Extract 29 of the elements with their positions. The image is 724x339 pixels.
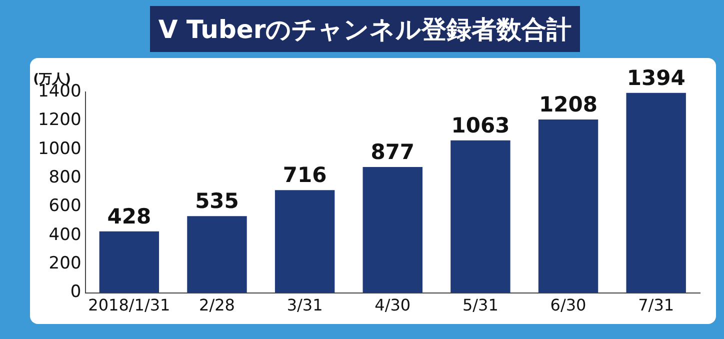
data-label: 1063 (451, 113, 510, 138)
y-tick-label: 800 (48, 167, 82, 188)
x-tick-label: 7/31 (638, 296, 674, 315)
data-label: 1208 (539, 92, 598, 116)
y-tick-label: 1200 (38, 110, 82, 130)
bar (450, 140, 510, 293)
data-label: 428 (107, 204, 152, 228)
data-label: 716 (282, 163, 327, 188)
bar (99, 231, 160, 293)
bar (274, 190, 335, 293)
data-label: 1394 (626, 66, 686, 90)
bar (187, 216, 247, 293)
x-tick-label: 4/30 (374, 296, 411, 315)
data-label: 535 (195, 189, 239, 214)
data-label: 877 (370, 140, 415, 164)
bar (626, 92, 686, 293)
y-tick-label: 600 (48, 196, 82, 216)
x-tick-label: 2/28 (199, 296, 235, 315)
x-tick-label: 5/31 (462, 296, 498, 315)
x-tick-label: 6/30 (550, 296, 586, 315)
chart-title: V Tuberのチャンネル登録者数合計 (158, 14, 572, 46)
y-tick-label: 200 (48, 254, 82, 274)
x-tick-label: 2018/1/31 (88, 296, 170, 315)
y-tick-label: 400 (48, 224, 82, 245)
y-tick-label: 0 (70, 282, 82, 302)
x-tick-label: 3/31 (286, 296, 323, 315)
bar (362, 167, 422, 293)
bar (538, 120, 598, 293)
y-tick-label: 1000 (38, 138, 82, 159)
